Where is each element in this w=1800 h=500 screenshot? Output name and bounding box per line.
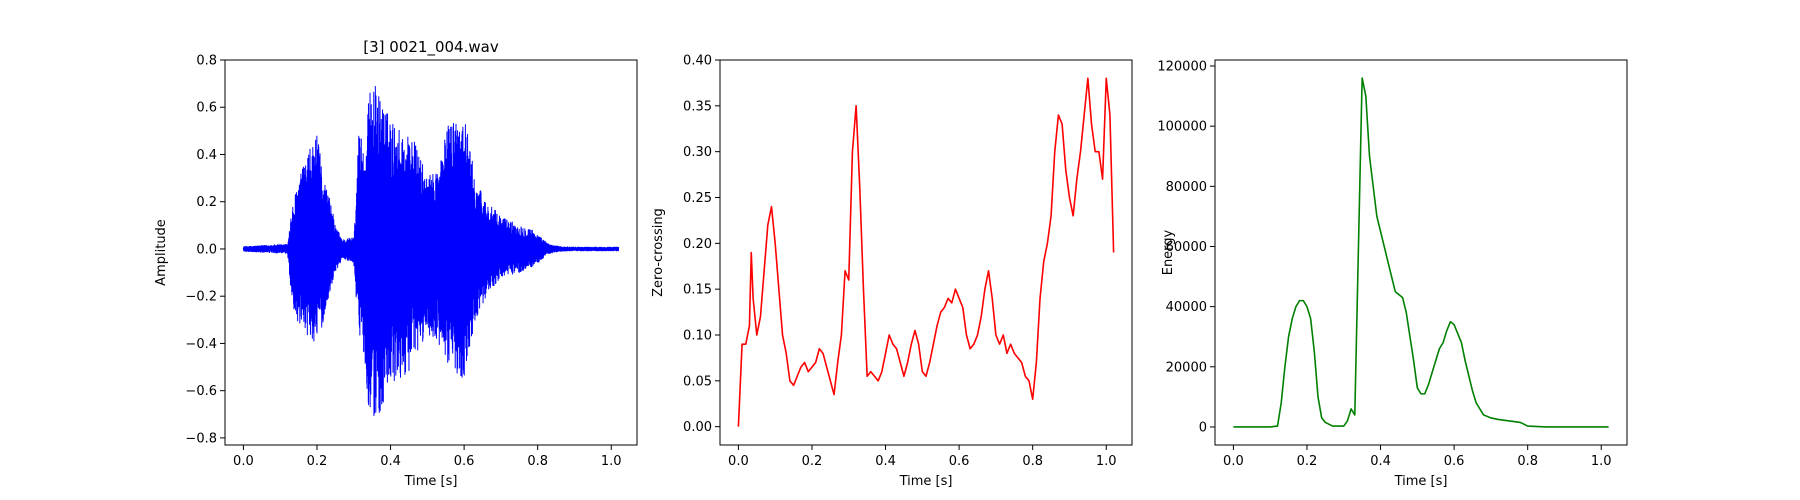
energy-x-tick-label: 0.4 [1370,454,1391,469]
amplitude-y-tick-label: 0.0 [196,242,217,257]
energy-y-tick-label: 80000 [1166,180,1207,195]
amplitude-x-tick-label: 0.6 [454,454,475,469]
zero-crossing-x-ticks: 0.0 0.2 0.4 0.6 0.8 1.0 [728,445,1117,469]
zero-crossing-y-tick-label: 0.30 [683,145,712,160]
amplitude-y-tick-label: 0.8 [196,54,217,69]
zero-crossing-series-line [737,77,1115,427]
amplitude-series [242,85,620,417]
amplitude-x-ticks: 0.0 0.2 0.4 0.6 0.8 1.0 [233,445,622,469]
energy-x-tick-label: 0.2 [1297,454,1318,469]
energy-x-tick-label: 0.0 [1223,454,1244,469]
zero-crossing-x-tick-label: 0.6 [949,454,970,469]
amplitude-y-tick-label: −0.4 [185,337,217,352]
amplitude-y-tick-label: 0.4 [196,148,217,163]
energy-y-tick-label: 100000 [1157,120,1207,135]
zero-crossing-y-axis-label: Zero-crossing [651,208,666,297]
zero-crossing-y-tick-label: 0.35 [683,99,712,114]
amplitude-x-tick-label: 0.8 [527,454,548,469]
energy-y-tick-label: 0 [1199,420,1207,435]
amplitude-chart-title: [3] 0021_004.wav [363,38,499,57]
zero-crossing-y-tick-label: 0.15 [683,283,712,298]
zero-crossing-y-tick-label: 0.40 [683,54,712,69]
zero-crossing-plot-area [719,59,1133,446]
zero-crossing-y-ticks: 0.00 0.05 0.10 0.15 0.20 0.25 0.30 0.35 0.40 [683,54,720,435]
energy-x-axis-label: Time [s] [1394,474,1448,489]
zero-crossing-x-tick-label: 0.4 [875,454,896,469]
amplitude-series-line [242,85,620,417]
amplitude-y-ticks: −0.8 −0.6 −0.4 −0.2 0.0 0.2 0.4 0.6 0.8 [185,54,225,446]
zero-crossing-y-tick-label: 0.00 [683,420,712,435]
energy-y-axis-label: Energy [1161,229,1176,275]
zero-crossing-y-tick-label: 0.10 [683,329,712,344]
zero-crossing-chart: 0.0 0.2 0.4 0.6 0.8 1.0 0.000.050.100.150.200… [651,54,1133,489]
energy-y-tick-label: 60000 [1166,240,1207,255]
energy-x-tick-label: 0.6 [1444,454,1465,469]
energy-plot-area [1214,59,1628,446]
energy-chart: 0.0 0.2 0.4 0.6 0.8 1.0 0 20000 40000 60000 80000… [1157,59,1628,489]
zero-crossing-x-axis-label: Time [s] [899,474,953,489]
energy-y-tick-label: 20000 [1166,360,1207,375]
energy-y-tick-label: 40000 [1166,300,1207,315]
amplitude-chart: 0.0 0.2 0.4 0.6 0.8 1.0 −0.8−0.6−0.4−0.20.00.… [154,38,638,489]
amplitude-y-axis-label: Amplitude [154,219,169,286]
amplitude-y-tick-label: −0.2 [185,290,217,305]
energy-series-line [1233,77,1609,428]
zero-crossing-y-tick-label: 0.20 [683,237,712,252]
amplitude-y-tick-label: 0.2 [196,195,217,210]
amplitude-plot-area [224,59,638,446]
energy-x-ticks: 0.0 0.2 0.4 0.6 0.8 1.0 [1223,445,1612,469]
amplitude-y-tick-label: −0.8 [185,431,217,446]
amplitude-x-tick-label: 0.0 [233,454,254,469]
zero-crossing-y-tick-label: 0.05 [683,374,712,389]
energy-y-ticks: 0 20000 40000 60000 80000 100000 120000 [1157,60,1215,435]
amplitude-y-tick-label: 0.6 [196,101,217,116]
amplitude-x-tick-label: 0.2 [307,454,328,469]
energy-x-tick-label: 1.0 [1591,454,1612,469]
amplitude-y-tick-label: −0.6 [185,384,217,399]
zero-crossing-x-tick-label: 0.2 [802,454,823,469]
amplitude-x-axis-label: Time [s] [404,474,458,489]
energy-series [1233,77,1609,428]
energy-y-tick-label: 120000 [1157,60,1207,75]
zero-crossing-y-tick-label: 0.25 [683,191,712,206]
energy-x-tick-label: 0.8 [1517,454,1538,469]
zero-crossing-series [737,77,1115,427]
amplitude-x-tick-label: 0.4 [380,454,401,469]
zero-crossing-x-tick-label: 0.0 [728,454,749,469]
amplitude-x-tick-label: 1.0 [601,454,622,469]
zero-crossing-x-tick-label: 1.0 [1096,454,1117,469]
zero-crossing-x-tick-label: 0.8 [1022,454,1043,469]
